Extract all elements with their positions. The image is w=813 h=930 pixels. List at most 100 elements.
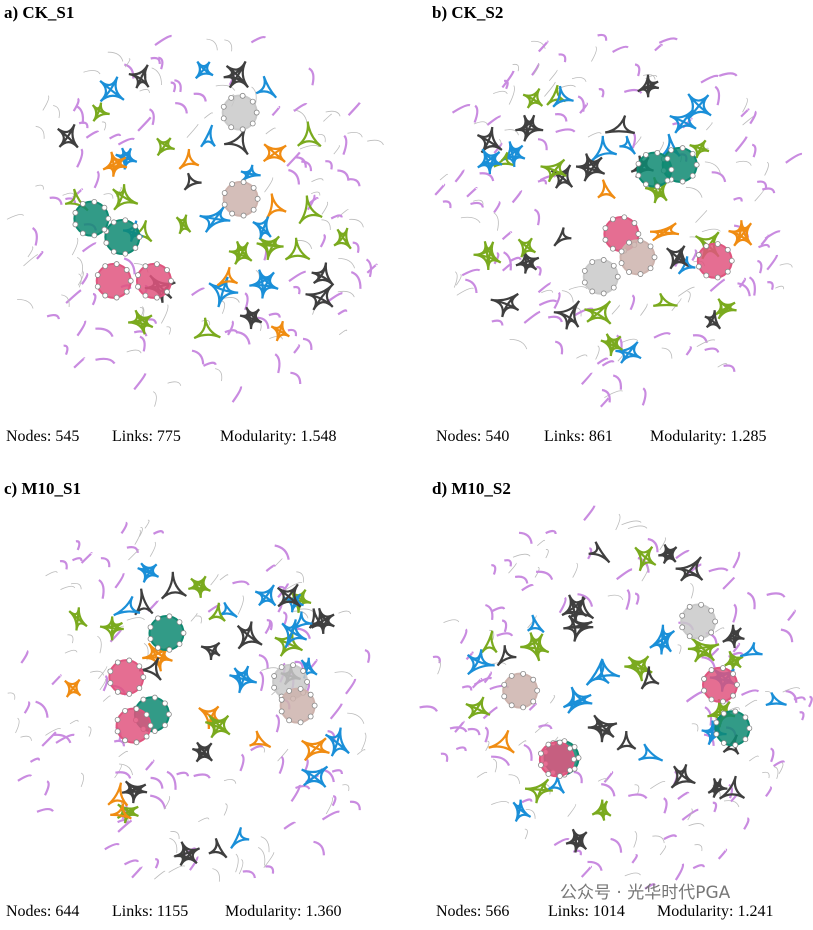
- module-node: [698, 635, 705, 642]
- module-node: [113, 261, 120, 267]
- edge-arc: [640, 303, 648, 316]
- edge-arc: [652, 835, 665, 844]
- module-node: [600, 290, 607, 297]
- module-node: [720, 710, 727, 717]
- network: [419, 505, 813, 890]
- edge-arc: [321, 810, 340, 821]
- module: [600, 333, 624, 357]
- edge-arc: [545, 529, 557, 535]
- module-node: [72, 209, 79, 216]
- module: [591, 799, 612, 821]
- edge-arc: [219, 574, 229, 581]
- edge-arc: [277, 748, 289, 762]
- edge-arc: [128, 549, 140, 561]
- edge-arc: [107, 51, 124, 62]
- edge-arc: [764, 161, 769, 176]
- edge-arc: [471, 677, 483, 689]
- module: [183, 172, 202, 191]
- module-node: [501, 693, 508, 700]
- module: [724, 650, 744, 671]
- module-node: [250, 185, 257, 191]
- edge-arc: [102, 695, 111, 702]
- module: [477, 148, 503, 175]
- edge-arc: [114, 572, 125, 589]
- edge-arc: [654, 43, 663, 52]
- edge-arc: [451, 103, 471, 114]
- edge-arc: [113, 739, 126, 747]
- edge-arc: [75, 540, 81, 551]
- edge-arc: [365, 258, 373, 278]
- edge-arc: [681, 808, 699, 821]
- edge-arc: [491, 564, 497, 575]
- module: [575, 153, 606, 182]
- edge-arc: [150, 794, 167, 810]
- edge-arc: [485, 603, 494, 621]
- edge-arc: [596, 357, 609, 365]
- module: [689, 139, 710, 159]
- module: [252, 216, 272, 240]
- module: [588, 541, 611, 564]
- module-node: [530, 676, 537, 683]
- edge-arc: [274, 558, 283, 567]
- module-node: [618, 260, 625, 267]
- edge-arc: [53, 105, 60, 119]
- module: [223, 60, 249, 89]
- module-node: [701, 687, 707, 694]
- module-node: [643, 151, 649, 158]
- module: [563, 614, 594, 642]
- edge-arc: [493, 142, 503, 154]
- edge-arc: [296, 571, 304, 583]
- stat-value: 566: [485, 903, 509, 920]
- module-node: [220, 115, 227, 122]
- edge-arc: [277, 583, 289, 599]
- edge-arc: [504, 129, 519, 136]
- module: [634, 546, 657, 572]
- edge-arc: [432, 655, 441, 664]
- edge-arc: [633, 830, 638, 848]
- edge-arc: [501, 231, 513, 241]
- edge-arc: [235, 330, 251, 345]
- edge-arc: [342, 784, 350, 792]
- module-node: [127, 277, 134, 284]
- module-node: [249, 120, 256, 127]
- module-node: [151, 728, 158, 734]
- module-node: [589, 288, 596, 295]
- module-node: [637, 271, 644, 277]
- edge-arc: [288, 270, 306, 283]
- edge-arc: [347, 712, 365, 724]
- edge-arc: [160, 304, 169, 324]
- edge-arc: [321, 219, 331, 231]
- edge-arc: [224, 329, 239, 334]
- module-node: [168, 277, 174, 284]
- edge-arc: [97, 635, 102, 654]
- module-node: [107, 668, 114, 675]
- edge-arc: [473, 199, 484, 205]
- edge-arc: [728, 783, 733, 799]
- edge-arc: [688, 823, 705, 827]
- edge-arc: [242, 870, 256, 879]
- module: [173, 841, 201, 867]
- edge-arc: [308, 67, 315, 86]
- edge-arc: [75, 105, 85, 124]
- edge-arc: [631, 131, 637, 149]
- module-node: [664, 155, 671, 162]
- edge-arc: [45, 728, 61, 736]
- edge-arc: [80, 772, 84, 788]
- module: [649, 624, 676, 655]
- module-node: [271, 684, 278, 691]
- edge-arc: [601, 388, 611, 403]
- edge-arc: [23, 254, 38, 267]
- module-node: [668, 166, 675, 173]
- edge-arc: [493, 252, 500, 265]
- module: [255, 75, 278, 99]
- module-node: [94, 272, 101, 278]
- module: [500, 141, 526, 168]
- edge-arc: [675, 549, 690, 560]
- module-node: [609, 216, 616, 223]
- edge-arc: [223, 297, 240, 303]
- edge-arc: [545, 549, 549, 559]
- edge-arc: [150, 56, 161, 65]
- edge-arc: [347, 102, 361, 116]
- edge-arc: [167, 381, 182, 386]
- edge-arc: [419, 705, 438, 713]
